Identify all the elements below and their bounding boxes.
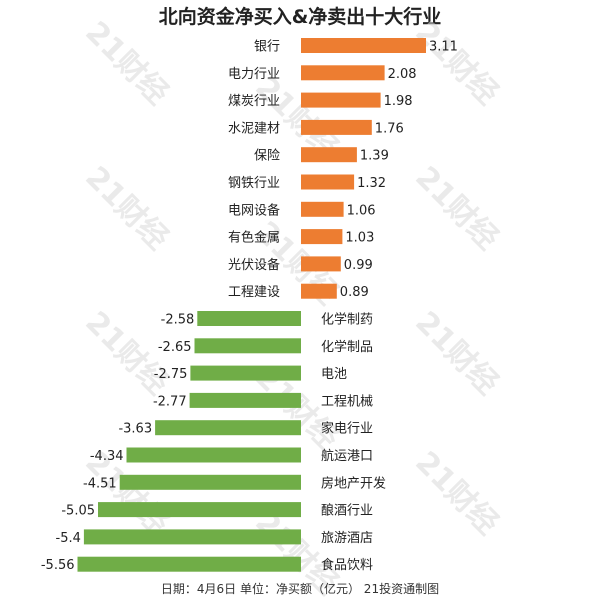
data-label: 0.99	[344, 258, 373, 273]
category-label: 食品饮料	[321, 557, 373, 573]
category-label: 旅游酒店	[321, 531, 373, 546]
category-label: 工程建设	[228, 285, 280, 300]
chart-title: 北向资金净买入&净卖出十大行业	[158, 6, 442, 28]
data-label: 1.76	[375, 121, 404, 136]
category-label: 电力行业	[228, 67, 280, 82]
category-label: 化学制药	[321, 312, 373, 328]
category-label: 电池	[321, 367, 347, 382]
category-label: 保险	[254, 149, 280, 164]
data-label: 1.98	[384, 94, 413, 109]
bar	[77, 556, 301, 572]
category-label: 航运港口	[321, 448, 373, 464]
category-label: 银行	[254, 40, 280, 55]
data-label: -2.77	[153, 394, 187, 409]
data-label: -2.65	[158, 340, 192, 355]
data-label: 2.08	[388, 67, 417, 82]
data-label: -5.05	[61, 504, 95, 519]
bars-layer: 银行 3.11 电力行业 2.08 煤炭行业 1.98 水泥建材 1.76 保险 1.39 钢铁行业…	[41, 38, 458, 573]
data-label: -5.56	[41, 558, 75, 573]
bar	[126, 447, 301, 463]
bar	[190, 365, 301, 381]
watermark-text: 21财经	[408, 15, 505, 112]
bar	[83, 529, 302, 545]
category-label: 水泥建材	[228, 121, 280, 136]
bar	[301, 147, 357, 163]
category-label: 房地产开发	[321, 475, 386, 491]
watermark-text: 21财经	[78, 15, 175, 112]
watermark-text: 21财经	[408, 305, 505, 402]
bar	[194, 338, 301, 354]
chart-footnote: 日期：4月6日 单位：净买额（亿元） 21投资通制图	[160, 582, 440, 596]
bar	[301, 119, 372, 135]
bar	[301, 92, 381, 108]
category-label: 钢铁行业	[228, 176, 280, 191]
data-label: 3.11	[429, 40, 458, 55]
data-label: -2.58	[161, 313, 195, 328]
bar	[301, 256, 341, 272]
data-label: -4.51	[83, 476, 117, 491]
category-label: 酿酒行业	[321, 503, 373, 519]
bar	[189, 392, 301, 408]
data-label: 0.89	[340, 285, 369, 300]
category-label: 化学制品	[321, 339, 373, 355]
category-label: 家电行业	[321, 421, 373, 437]
data-label: -4.34	[90, 449, 124, 464]
bar	[197, 311, 301, 326]
bar	[301, 201, 344, 217]
bar	[301, 283, 337, 299]
bar	[301, 229, 343, 245]
data-label: 1.32	[357, 176, 386, 191]
category-label: 煤炭行业	[228, 94, 280, 109]
category-label: 有色金属	[228, 230, 280, 246]
bar	[301, 174, 355, 190]
data-label: -2.75	[154, 367, 188, 382]
bar	[301, 38, 426, 53]
data-label: -3.63	[118, 422, 152, 437]
watermark-text: 21财经	[408, 445, 505, 542]
watermark-text: 21财经	[78, 160, 175, 257]
data-label: 1.39	[360, 149, 389, 164]
bar	[119, 474, 301, 490]
data-label: -5.4	[56, 531, 81, 546]
category-label: 电网设备	[228, 202, 280, 218]
watermark-text: 21财经	[408, 160, 505, 257]
data-label: 1.03	[345, 231, 374, 246]
bar	[301, 65, 385, 81]
data-label: 1.06	[347, 203, 376, 218]
bar	[98, 502, 301, 518]
bar	[155, 420, 301, 436]
category-label: 光伏设备	[228, 257, 280, 273]
category-label: 工程机械	[321, 394, 373, 409]
